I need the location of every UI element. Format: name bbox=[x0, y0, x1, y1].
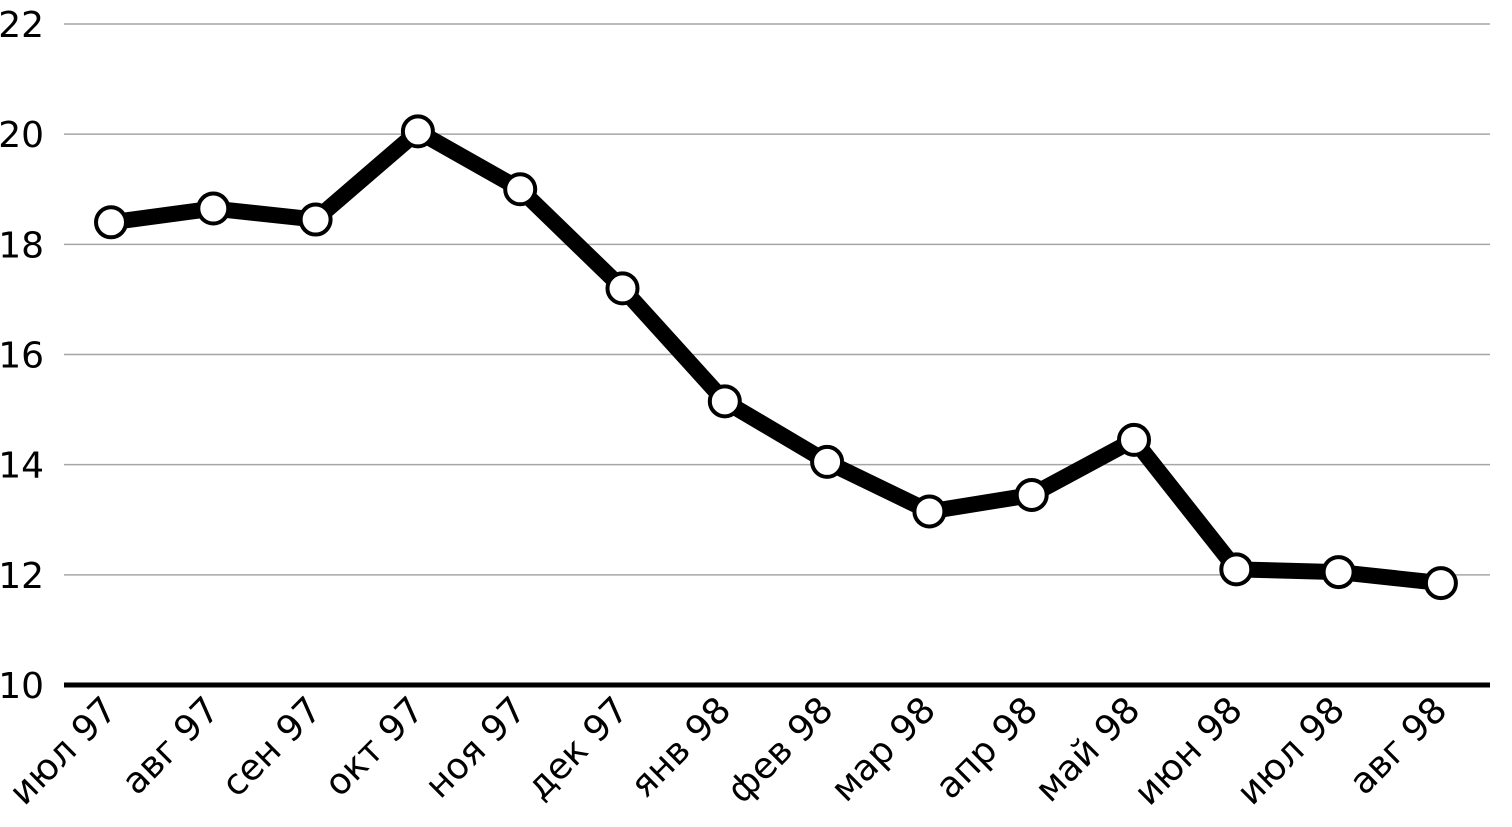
data-point bbox=[1423, 566, 1458, 601]
y-tick-label: 10 bbox=[0, 666, 44, 707]
x-tick-label: авг 97 bbox=[114, 689, 227, 802]
y-tick-label: 20 bbox=[0, 115, 44, 156]
x-tick-label: сен 97 bbox=[214, 689, 330, 805]
series-line bbox=[103, 123, 1449, 592]
y-tick-label: 12 bbox=[0, 556, 44, 597]
data-point bbox=[94, 205, 128, 240]
x-tick-label: авг 98 bbox=[1342, 689, 1455, 802]
data-point bbox=[810, 444, 845, 479]
x-tick-label: июл 98 bbox=[1229, 689, 1353, 813]
y-tick-label: 14 bbox=[0, 446, 44, 487]
y-tick-label: 22 bbox=[0, 5, 44, 46]
data-point bbox=[1014, 477, 1049, 512]
data-point bbox=[400, 114, 435, 149]
x-tick-label: июн 98 bbox=[1127, 689, 1251, 813]
data-point bbox=[298, 202, 333, 237]
x-tick-label: дек 97 bbox=[519, 689, 637, 807]
data-point bbox=[1219, 552, 1254, 587]
x-tick-label: апр 98 bbox=[928, 689, 1046, 807]
data-point bbox=[196, 191, 231, 226]
data-point bbox=[605, 271, 640, 306]
data-point bbox=[503, 172, 538, 207]
data-point bbox=[1321, 555, 1356, 590]
grid-layer bbox=[64, 23, 1490, 688]
y-tick-label: 16 bbox=[0, 336, 44, 377]
x-tick-label: фев 98 bbox=[720, 689, 842, 811]
x-tick-label: май 98 bbox=[1028, 689, 1149, 810]
data-point bbox=[707, 384, 742, 419]
x-tick-label: янв 98 bbox=[623, 689, 739, 805]
x-tick-label: окт 97 bbox=[317, 689, 432, 804]
data-point bbox=[1117, 422, 1151, 457]
x-tick-label: мар 98 bbox=[823, 689, 943, 809]
y-axis: 10 12 14 16 18 20 22 bbox=[0, 5, 44, 707]
y-tick-label: 18 bbox=[0, 225, 44, 266]
series-layer bbox=[94, 114, 1458, 601]
data-point bbox=[912, 494, 947, 529]
x-tick-label: ноя 97 bbox=[418, 689, 535, 806]
x-tick-label: июл 97 bbox=[2, 689, 126, 813]
